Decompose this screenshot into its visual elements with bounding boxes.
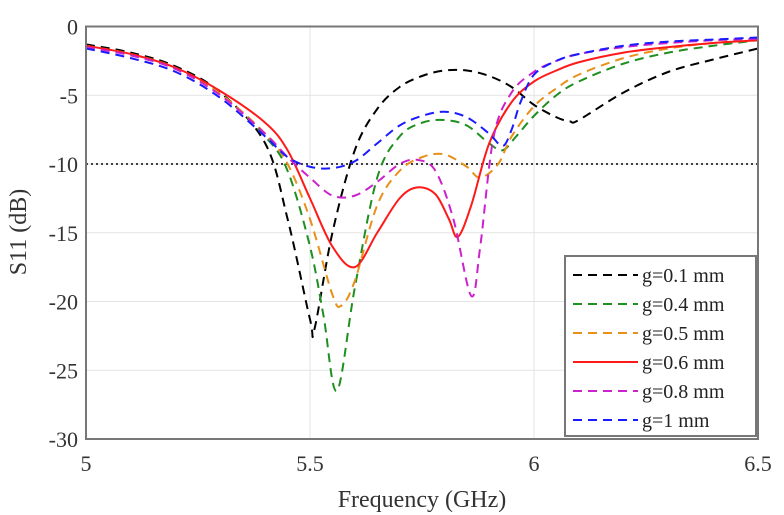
x-tick-labels: 5 5.5 6 6.5 xyxy=(81,451,772,476)
x-axis-label: Frequency (GHz) xyxy=(338,487,507,513)
y-tick-label: -25 xyxy=(49,358,78,383)
series-line-g-0-8-mm xyxy=(85,37,759,298)
y-tick-label: -30 xyxy=(49,427,78,452)
legend-label: g=0.4 mm xyxy=(642,294,725,316)
y-tick-labels: 0 -5 -10 -15 -20 -25 -30 xyxy=(49,15,78,453)
legend-label: g=0.8 mm xyxy=(642,381,725,403)
x-tick-label: 6 xyxy=(529,451,540,476)
series-line-g-0-6-mm xyxy=(85,39,759,269)
y-tick-label: -15 xyxy=(49,221,78,246)
x-tick-label: 6.5 xyxy=(744,451,772,476)
y-tick-label: -5 xyxy=(60,83,78,108)
legend-label: g=0.6 mm xyxy=(642,352,725,374)
legend[interactable]: g=0.1 mm g=0.4 mm g=0.5 mm g=0.6 mm g=0.8 mm… xyxy=(564,255,757,437)
y-axis-label: S11 (dB) xyxy=(6,189,32,275)
series-line-g-1-mm xyxy=(85,36,759,170)
x-tick-label: 5.5 xyxy=(296,451,324,476)
series-line-g-0-5-mm xyxy=(85,39,759,308)
legend-box xyxy=(564,255,757,437)
x-tick-label: 5 xyxy=(81,451,92,476)
series-lines xyxy=(85,36,759,392)
y-tick-label: 0 xyxy=(67,15,78,40)
y-tick-label: -20 xyxy=(49,290,78,315)
legend-label: g=0.5 mm xyxy=(642,323,725,345)
plot-frame xyxy=(85,25,759,440)
legend-label: g=0.1 mm xyxy=(642,265,725,287)
legend-label: g=1 mm xyxy=(642,410,710,432)
series-line-g-0-4-mm xyxy=(85,39,759,392)
y-tick-label: -10 xyxy=(49,152,78,177)
series-line-g-0-1-mm xyxy=(85,43,759,339)
